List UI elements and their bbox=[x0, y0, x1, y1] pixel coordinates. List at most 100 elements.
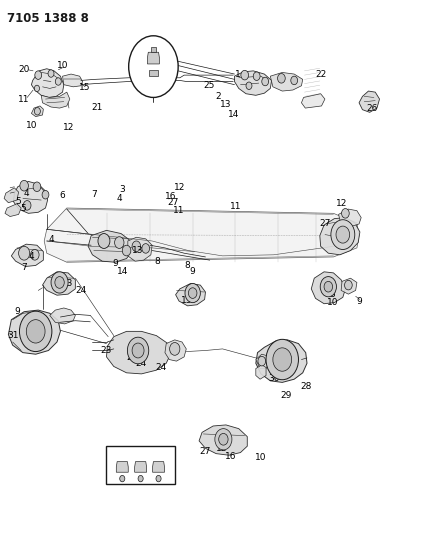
Circle shape bbox=[128, 337, 149, 364]
Polygon shape bbox=[88, 230, 132, 262]
Text: 15: 15 bbox=[181, 296, 192, 305]
Circle shape bbox=[278, 74, 285, 83]
Circle shape bbox=[34, 85, 39, 92]
Text: 25: 25 bbox=[203, 81, 214, 90]
Text: 26: 26 bbox=[366, 103, 377, 112]
Text: 18: 18 bbox=[131, 464, 142, 473]
Text: 20: 20 bbox=[18, 66, 30, 74]
Polygon shape bbox=[235, 71, 272, 95]
Polygon shape bbox=[42, 272, 75, 295]
Text: 24: 24 bbox=[75, 286, 86, 295]
Text: 13: 13 bbox=[220, 100, 232, 109]
Circle shape bbox=[262, 77, 269, 86]
Text: 4: 4 bbox=[29, 253, 34, 261]
Circle shape bbox=[273, 348, 291, 371]
Text: 12: 12 bbox=[174, 183, 186, 192]
Circle shape bbox=[336, 226, 350, 243]
Text: 2: 2 bbox=[215, 92, 221, 101]
Text: 28: 28 bbox=[300, 382, 312, 391]
Text: 27: 27 bbox=[319, 220, 330, 229]
Circle shape bbox=[138, 475, 143, 482]
Circle shape bbox=[324, 281, 333, 292]
Text: 11: 11 bbox=[229, 203, 241, 212]
Circle shape bbox=[258, 357, 266, 366]
Polygon shape bbox=[359, 91, 380, 112]
Polygon shape bbox=[128, 237, 152, 261]
Circle shape bbox=[219, 433, 228, 445]
Polygon shape bbox=[4, 188, 18, 203]
Text: 14: 14 bbox=[116, 268, 128, 276]
Text: 19: 19 bbox=[148, 464, 159, 473]
Text: 5: 5 bbox=[323, 280, 329, 289]
Circle shape bbox=[345, 280, 352, 290]
Polygon shape bbox=[31, 106, 43, 117]
Polygon shape bbox=[107, 332, 170, 374]
Circle shape bbox=[291, 76, 297, 85]
Text: 23: 23 bbox=[61, 279, 72, 288]
Text: 9: 9 bbox=[356, 297, 362, 306]
Polygon shape bbox=[256, 354, 270, 368]
Polygon shape bbox=[256, 340, 307, 382]
Polygon shape bbox=[116, 462, 128, 472]
Text: 12: 12 bbox=[63, 123, 74, 132]
Circle shape bbox=[122, 245, 131, 256]
Text: 27: 27 bbox=[200, 447, 211, 456]
Circle shape bbox=[215, 429, 232, 450]
Circle shape bbox=[19, 311, 52, 352]
Text: 5: 5 bbox=[20, 204, 26, 213]
Text: 6: 6 bbox=[59, 191, 65, 200]
Polygon shape bbox=[50, 308, 75, 324]
Polygon shape bbox=[31, 69, 64, 98]
Circle shape bbox=[18, 246, 30, 260]
Text: 8: 8 bbox=[184, 261, 190, 270]
Text: 11: 11 bbox=[18, 94, 30, 103]
Text: 4: 4 bbox=[116, 194, 122, 203]
Circle shape bbox=[320, 277, 336, 297]
Text: 9: 9 bbox=[14, 307, 20, 316]
Polygon shape bbox=[14, 181, 48, 213]
Text: 11: 11 bbox=[173, 206, 185, 215]
Circle shape bbox=[342, 208, 349, 218]
Text: 16: 16 bbox=[165, 192, 176, 201]
Text: 12: 12 bbox=[216, 444, 227, 453]
Text: 21: 21 bbox=[91, 102, 102, 111]
Text: 10: 10 bbox=[327, 298, 339, 307]
Circle shape bbox=[51, 272, 68, 293]
Polygon shape bbox=[44, 208, 359, 262]
Text: 12: 12 bbox=[336, 199, 348, 208]
Text: 9: 9 bbox=[189, 268, 195, 276]
Text: 3: 3 bbox=[330, 289, 336, 298]
Text: 32: 32 bbox=[152, 78, 163, 87]
Polygon shape bbox=[12, 244, 43, 266]
Text: 10: 10 bbox=[57, 61, 68, 70]
Text: 7105 1388 8: 7105 1388 8 bbox=[7, 12, 89, 26]
Text: 13: 13 bbox=[132, 246, 144, 255]
Circle shape bbox=[98, 233, 110, 248]
Circle shape bbox=[48, 70, 54, 77]
Polygon shape bbox=[152, 462, 164, 472]
Polygon shape bbox=[199, 425, 247, 455]
Text: 5: 5 bbox=[15, 197, 21, 206]
Polygon shape bbox=[135, 462, 147, 472]
Circle shape bbox=[34, 108, 40, 115]
Polygon shape bbox=[151, 47, 156, 52]
Circle shape bbox=[169, 343, 180, 356]
Circle shape bbox=[185, 284, 200, 303]
Circle shape bbox=[35, 71, 42, 79]
Polygon shape bbox=[165, 340, 186, 361]
Text: 14: 14 bbox=[228, 110, 239, 119]
Polygon shape bbox=[270, 72, 303, 91]
Polygon shape bbox=[5, 204, 21, 216]
Text: 7: 7 bbox=[21, 263, 27, 272]
Text: 24: 24 bbox=[135, 359, 146, 368]
Circle shape bbox=[241, 70, 249, 80]
Polygon shape bbox=[311, 272, 345, 304]
Text: 16: 16 bbox=[336, 227, 348, 236]
Text: 31: 31 bbox=[8, 331, 19, 340]
Circle shape bbox=[115, 237, 124, 248]
Circle shape bbox=[30, 249, 39, 260]
Text: 30: 30 bbox=[268, 374, 279, 383]
Circle shape bbox=[132, 241, 141, 252]
Polygon shape bbox=[62, 74, 83, 87]
Circle shape bbox=[33, 182, 41, 191]
